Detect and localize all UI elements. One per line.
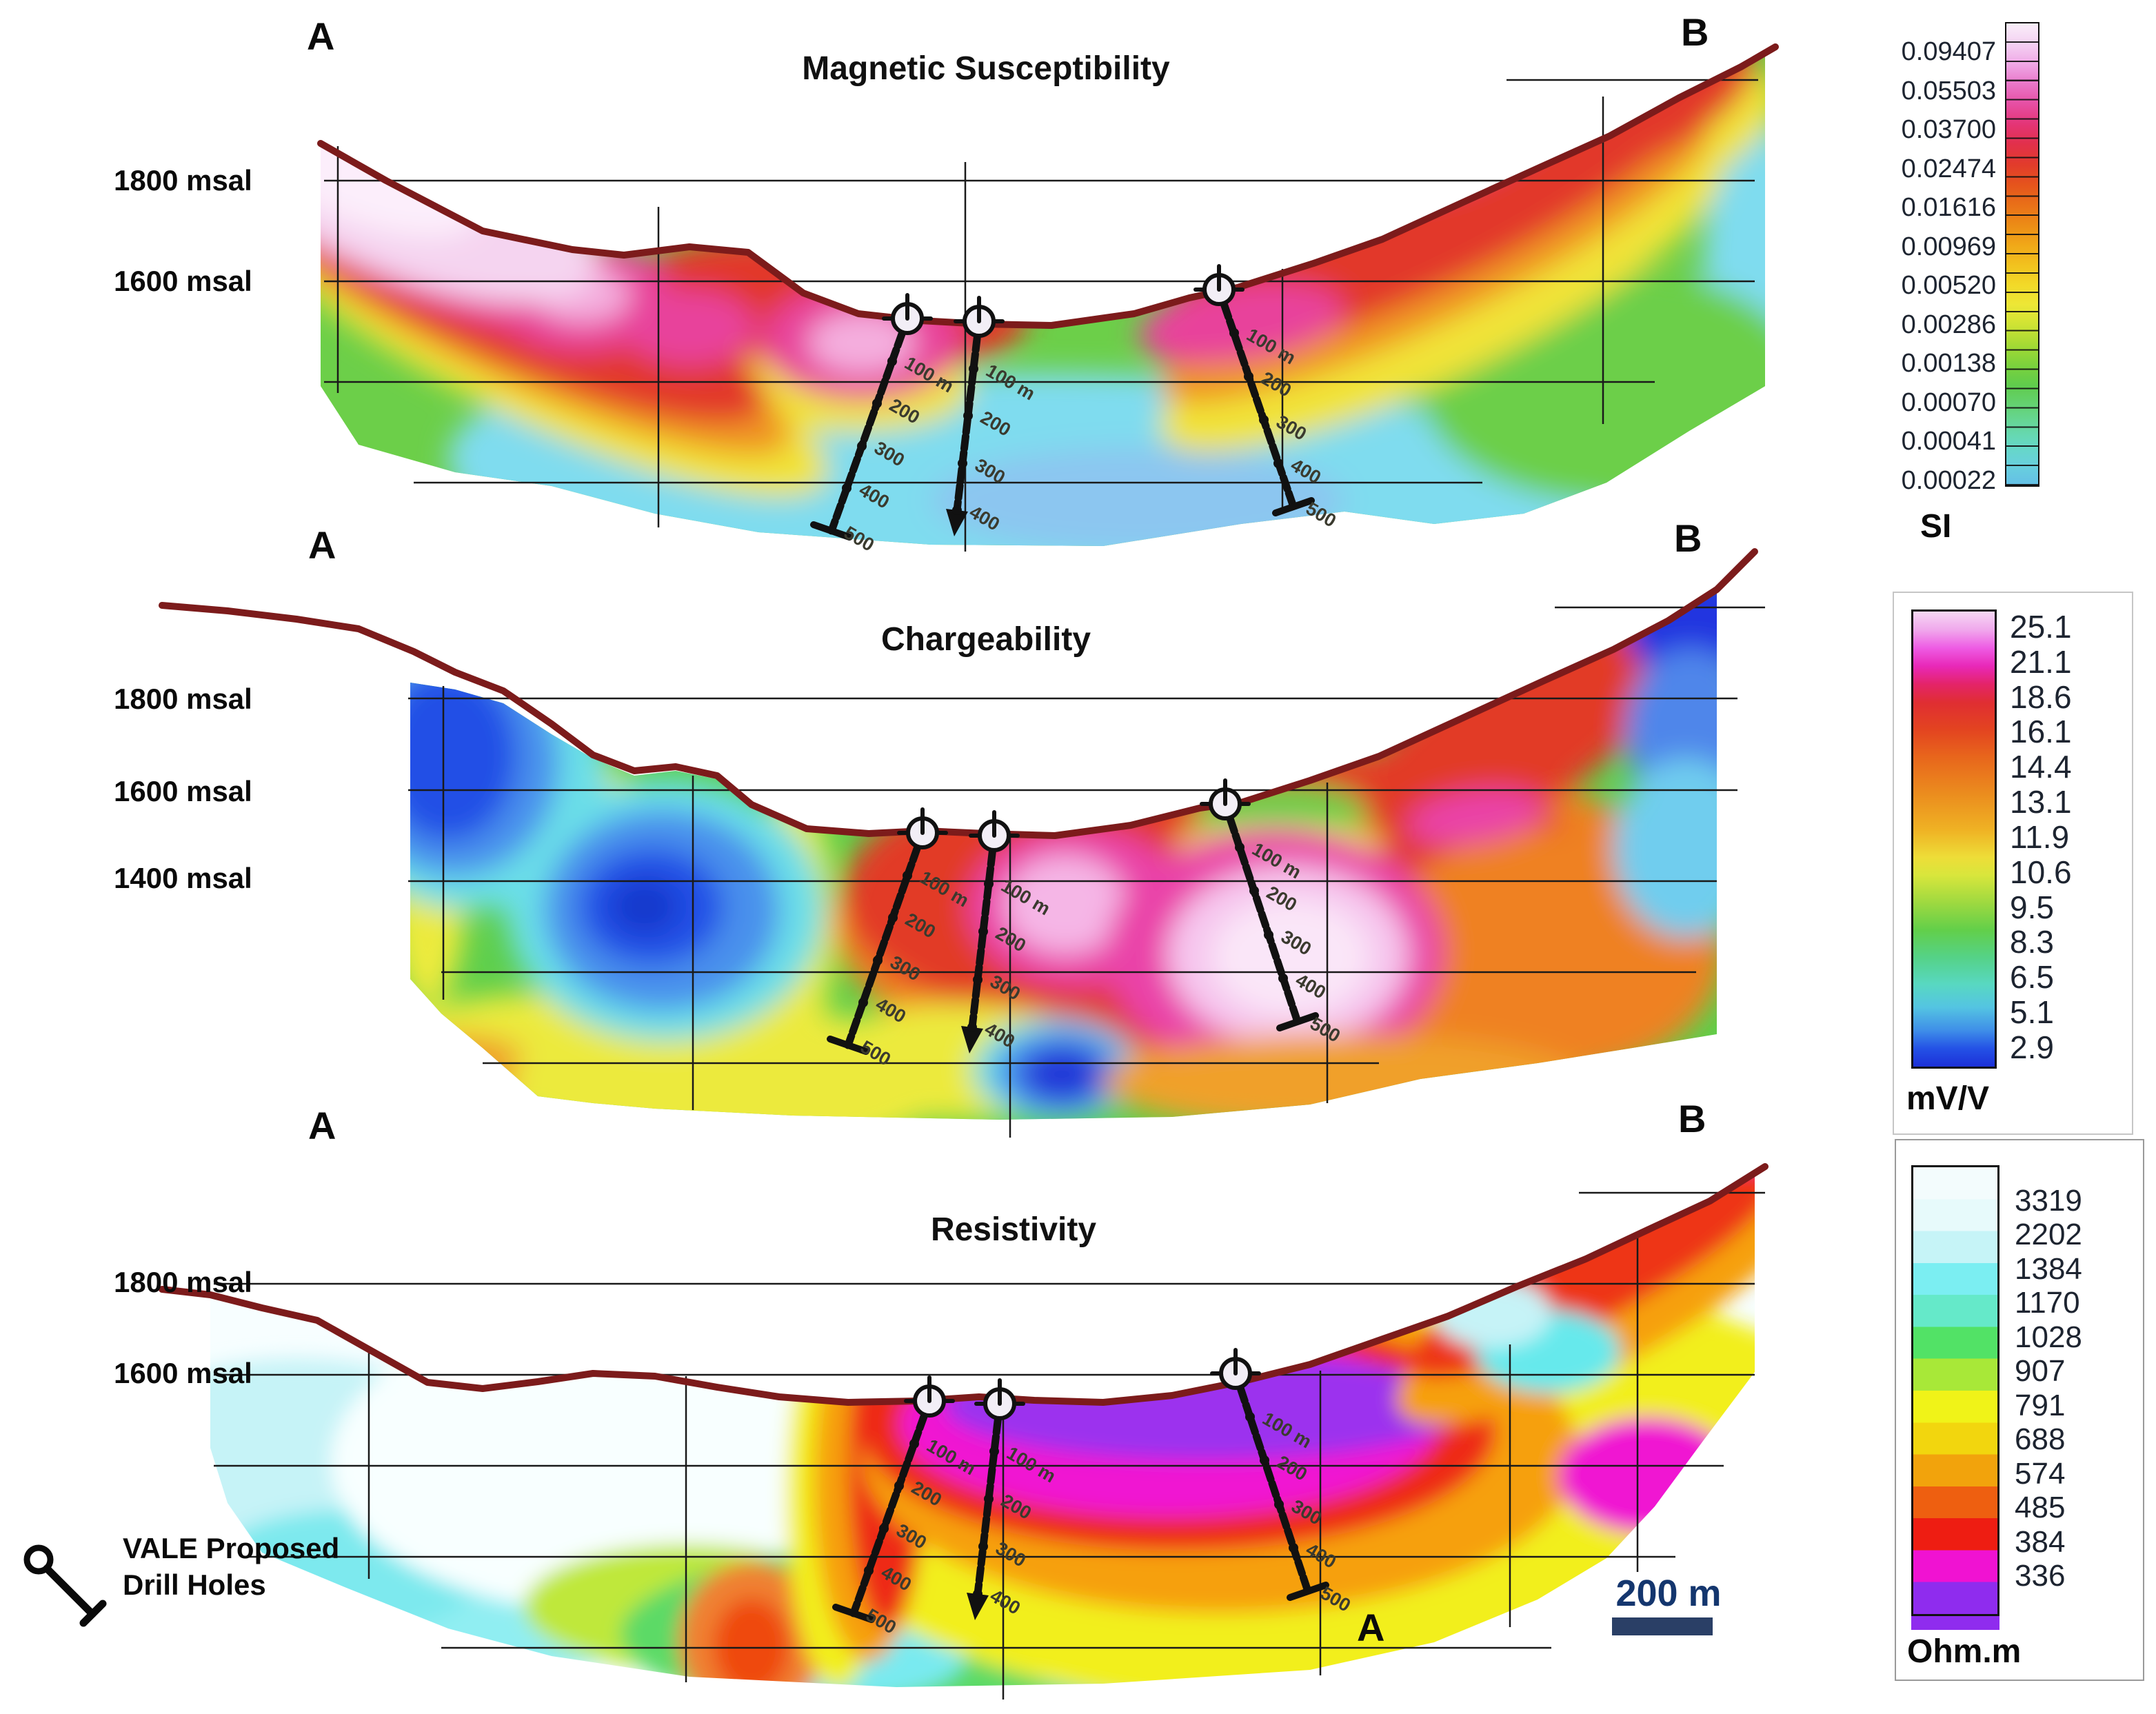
scale-bar-label: 200 m	[1615, 1573, 1722, 1614]
panel2-elev-1800: 1800 msal	[114, 683, 252, 715]
panel3-title: Resistivity	[930, 1211, 1097, 1248]
panel1-title: Magnetic Susceptibility	[802, 50, 1170, 87]
si-values: 0.09407 0.05503 0.03700 0.02474 0.01616 …	[1901, 37, 1996, 495]
grid-panel2	[408, 606, 1765, 1138]
mvv-colorbar	[1911, 609, 1997, 1069]
si-unit: SI	[1920, 508, 1952, 545]
panel1-label-a: A	[307, 14, 335, 58]
panel3-elev-1800: 1800 msal	[114, 1266, 252, 1298]
scale-bar-rect	[1612, 1617, 1713, 1635]
drill-hole-icon	[23, 1544, 107, 1627]
panel2-title: Chargeability	[880, 621, 1091, 658]
panel3-elev-1600: 1600 msal	[114, 1357, 252, 1389]
grid-panel3	[214, 1191, 1765, 1700]
map-legend-line2: Drill Holes	[123, 1568, 266, 1601]
legend-chargeability: 25.1 21.1 18.6 16.1 14.4 13.1 11.9 10.6 …	[1893, 592, 2133, 1135]
map-legend: VALE Proposed Drill Holes	[19, 1531, 378, 1655]
panel3-label-a: A	[308, 1104, 336, 1147]
mvv-values: 25.1 21.1 18.6 16.1 14.4 13.1 11.9 10.6 …	[2010, 609, 2072, 1065]
si-colorbar	[2005, 22, 2039, 487]
ohm-unit: Ohm.m	[1907, 1633, 2022, 1670]
legend-resistivity: 3319 2202 1384 1170 1028 907 791 688 574…	[1895, 1139, 2144, 1681]
mvv-unit: mV/V	[1906, 1080, 1990, 1117]
legend-si: 0.09407 0.05503 0.03700 0.02474 0.01616 …	[1855, 14, 2075, 552]
map-legend-line1: VALE Proposed	[123, 1532, 340, 1564]
panel2-label-b: B	[1674, 516, 1702, 560]
scale-bar: 200 m	[1600, 1572, 1751, 1648]
magnetic-susceptibility-section: 100 m 200 300 400 500 100 m 200 300 400 …	[317, 43, 1779, 556]
topography-line-panel1	[317, 43, 1779, 329]
panel1-elev-1600: 1600 msal	[114, 265, 252, 297]
panel1-elev-1800: 1800 msal	[114, 164, 252, 196]
panel3-label-b: B	[1678, 1097, 1706, 1140]
ohm-values: 3319 2202 1384 1170 1028 907 791 688 574…	[2015, 1184, 2082, 1593]
panel2-label-a: A	[308, 523, 336, 567]
ohm-colorbar	[1911, 1165, 1999, 1616]
panel1-label-b: B	[1681, 10, 1709, 54]
topography-line-panel2	[159, 548, 1758, 839]
ohm-colorbar-tail	[1911, 1616, 1999, 1630]
panel2-elev-1600: 1600 msal	[114, 775, 252, 807]
panel3-annotation-a: A	[1357, 1606, 1385, 1649]
panel2-elev-1400: 1400 msal	[114, 862, 252, 894]
